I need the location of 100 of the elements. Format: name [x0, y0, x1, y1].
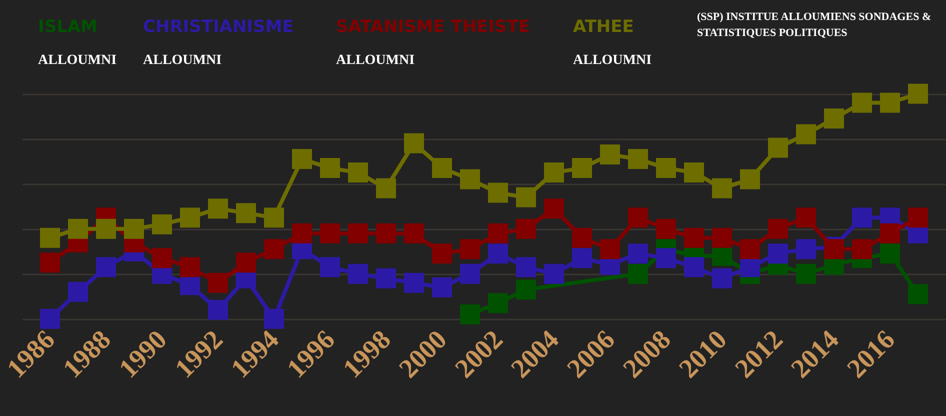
point	[236, 203, 256, 224]
point	[460, 304, 480, 324]
point	[712, 246, 732, 266]
point	[432, 277, 452, 298]
point	[544, 198, 564, 219]
point	[264, 308, 284, 329]
point	[460, 169, 480, 190]
point	[796, 239, 816, 260]
point	[600, 144, 620, 165]
point	[320, 257, 340, 278]
point	[572, 158, 592, 178]
point	[96, 218, 116, 239]
point	[292, 149, 312, 170]
point	[600, 239, 620, 260]
point	[488, 223, 508, 244]
point	[740, 257, 760, 278]
point	[880, 244, 900, 264]
point	[152, 214, 172, 234]
point	[348, 162, 368, 183]
point	[572, 248, 592, 268]
point	[96, 257, 116, 278]
text: ALLOUMNI	[573, 53, 652, 68]
point	[348, 223, 368, 244]
point	[180, 208, 200, 228]
point	[852, 208, 872, 228]
point	[40, 308, 60, 329]
point	[656, 218, 676, 239]
point	[124, 218, 144, 239]
point	[516, 218, 536, 239]
point	[152, 248, 172, 268]
point	[628, 264, 648, 284]
point	[264, 208, 284, 228]
point	[516, 280, 536, 300]
point	[768, 244, 788, 264]
point	[180, 257, 200, 278]
point	[404, 223, 424, 244]
point	[208, 272, 228, 293]
point	[320, 158, 340, 178]
point	[488, 182, 508, 203]
point	[740, 169, 760, 190]
point	[488, 293, 508, 314]
point	[432, 158, 452, 178]
point	[908, 284, 928, 304]
point	[684, 162, 704, 183]
point	[292, 223, 312, 244]
point	[768, 218, 788, 239]
point	[488, 244, 508, 264]
point	[208, 198, 228, 219]
point	[264, 239, 284, 260]
text: SATANISME THEISTE	[336, 17, 530, 37]
point	[796, 264, 816, 284]
point	[712, 178, 732, 198]
point	[208, 300, 228, 320]
point	[628, 244, 648, 264]
text: ALLOUMNI	[336, 53, 415, 68]
point	[768, 138, 788, 158]
point	[740, 239, 760, 260]
point	[348, 264, 368, 284]
point	[432, 244, 452, 264]
point	[320, 223, 340, 244]
point	[628, 208, 648, 228]
point	[236, 252, 256, 273]
point	[712, 228, 732, 248]
text: ALLOUMNI	[38, 53, 117, 68]
point	[796, 208, 816, 228]
point	[40, 228, 60, 248]
point	[908, 84, 928, 104]
point	[908, 208, 928, 228]
point	[572, 228, 592, 248]
point	[880, 92, 900, 113]
point	[404, 272, 424, 293]
point	[40, 252, 60, 273]
point	[404, 133, 424, 154]
point	[628, 149, 648, 170]
text: ATHEE	[573, 17, 634, 37]
point	[68, 218, 88, 239]
point	[656, 158, 676, 178]
point	[684, 228, 704, 248]
point	[880, 223, 900, 244]
point	[376, 178, 396, 198]
text: (SSP) INSTITUE ALLOUMIENS SONDAGES & STATISTIQUES POLITIQUES	[697, 11, 932, 39]
point	[68, 282, 88, 302]
point	[516, 257, 536, 278]
point	[180, 275, 200, 296]
point	[544, 162, 564, 183]
point	[684, 257, 704, 278]
point	[824, 108, 844, 129]
point	[376, 223, 396, 244]
point	[460, 264, 480, 284]
text: CHRISTIANISME	[143, 17, 294, 37]
point	[712, 268, 732, 288]
point	[852, 92, 872, 113]
point	[460, 239, 480, 260]
point	[852, 239, 872, 260]
text: ALLOUMNI	[143, 53, 222, 68]
point	[376, 268, 396, 288]
point	[544, 264, 564, 284]
point	[656, 248, 676, 268]
point	[796, 124, 816, 144]
point	[516, 187, 536, 208]
